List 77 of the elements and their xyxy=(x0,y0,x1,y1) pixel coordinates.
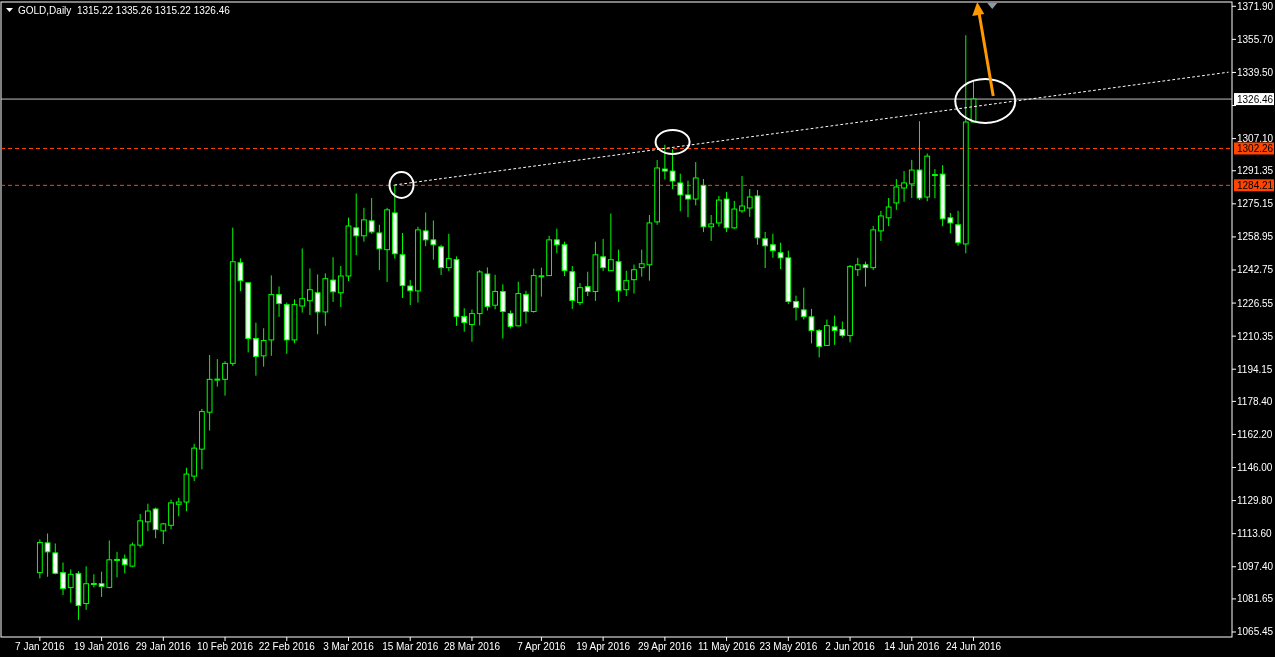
x-tick-label: 15 Mar 2016 xyxy=(382,641,439,652)
x-tick-label: 3 Mar 2016 xyxy=(323,641,375,652)
candlestick xyxy=(770,233,776,259)
candlestick xyxy=(661,144,668,180)
candlestick xyxy=(885,197,892,227)
candlestick xyxy=(893,178,900,211)
ref-line-label: 1326.46 xyxy=(1237,93,1274,105)
candlestick xyxy=(499,283,506,339)
x-tick-label: 28 Mar 2016 xyxy=(443,641,501,652)
y-tick-label: 1178.40 xyxy=(1237,395,1273,407)
x-tick-label: 29 Apr 2016 xyxy=(637,641,693,652)
y-tick-label: 1339.50 xyxy=(1237,66,1274,78)
y-tick-label: 1097.40 xyxy=(1237,561,1274,573)
y-tick-label: 1275.15 xyxy=(1237,198,1274,210)
candlestick xyxy=(577,282,583,306)
candlestick xyxy=(607,213,614,272)
candlestick xyxy=(955,210,961,247)
y-tick-label: 1210.35 xyxy=(1237,330,1274,342)
candlestick xyxy=(60,561,66,596)
candlestick xyxy=(144,503,151,532)
candlestick xyxy=(600,238,607,272)
candlestick xyxy=(469,309,475,343)
x-tick-label: 29 Jan 2016 xyxy=(135,641,192,652)
y-tick-label: 1258.95 xyxy=(1237,231,1274,243)
x-tick-label: 23 May 2016 xyxy=(759,641,818,652)
candlestick xyxy=(631,264,637,295)
candlestick xyxy=(793,295,799,322)
candlestick xyxy=(168,499,174,530)
candlestick xyxy=(492,274,498,310)
x-tick-label: 11 May 2016 xyxy=(698,641,756,652)
candlestick xyxy=(932,168,938,199)
x-tick-label: 7 Jan 2016 xyxy=(15,641,66,652)
y-tick-label: 1307.10 xyxy=(1237,133,1274,145)
x-tick-label: 24 Jun 2016 xyxy=(945,641,1002,652)
x-tick-label: 10 Feb 2016 xyxy=(196,641,254,652)
candlestick xyxy=(276,285,282,318)
candlestick xyxy=(222,360,228,397)
candlestick xyxy=(523,290,529,325)
candlestick xyxy=(253,322,259,377)
y-tick-label: 1129.80 xyxy=(1237,495,1273,507)
candlestick xyxy=(553,228,560,254)
y-tick-label: 1242.75 xyxy=(1237,264,1274,276)
candlestick xyxy=(878,210,884,242)
x-tick-label: 19 Jan 2016 xyxy=(74,641,130,652)
candlestick xyxy=(824,319,830,346)
y-tick-label: 1065.45 xyxy=(1237,626,1274,638)
y-tick-label: 1113.60 xyxy=(1237,528,1273,540)
y-tick-label: 1081.65 xyxy=(1237,593,1274,605)
candlestick xyxy=(708,214,715,242)
candlestick xyxy=(330,256,336,303)
candlestick xyxy=(114,551,120,578)
candlestick xyxy=(715,195,722,228)
ref-line-label: 1302.26 xyxy=(1237,142,1274,154)
y-tick-label: 1291.35 xyxy=(1237,165,1274,177)
candlestick xyxy=(90,573,97,588)
candlestick xyxy=(762,231,769,269)
y-tick-label: 1146.00 xyxy=(1237,462,1273,474)
candlestick xyxy=(901,170,907,203)
candlestick xyxy=(677,173,684,212)
x-tick-label: 22 Feb 2016 xyxy=(258,641,316,652)
y-tick-label: 1371.90 xyxy=(1237,0,1274,12)
chart-title: GOLD,Daily 1315.22 1335.26 1315.22 1326.46 xyxy=(18,5,231,16)
x-tick-label: 14 Jun 2016 xyxy=(884,641,940,652)
candlestick xyxy=(739,175,745,214)
candlestick xyxy=(307,267,313,316)
x-tick-label: 19 Apr 2016 xyxy=(576,641,631,652)
y-tick-label: 1162.20 xyxy=(1237,428,1273,440)
ref-line-label: 1284.21 xyxy=(1237,179,1274,191)
x-tick-label: 7 Apr 2016 xyxy=(517,641,567,652)
candlestick xyxy=(438,244,444,276)
y-tick-label: 1226.55 xyxy=(1237,297,1274,309)
y-tick-label: 1355.70 xyxy=(1237,33,1274,45)
candlestick xyxy=(361,207,367,243)
candlestick xyxy=(685,180,691,218)
candlestick xyxy=(83,565,90,611)
x-tick-label: 2 Jun 2016 xyxy=(825,641,876,652)
y-tick-label: 1194.15 xyxy=(1237,363,1273,375)
